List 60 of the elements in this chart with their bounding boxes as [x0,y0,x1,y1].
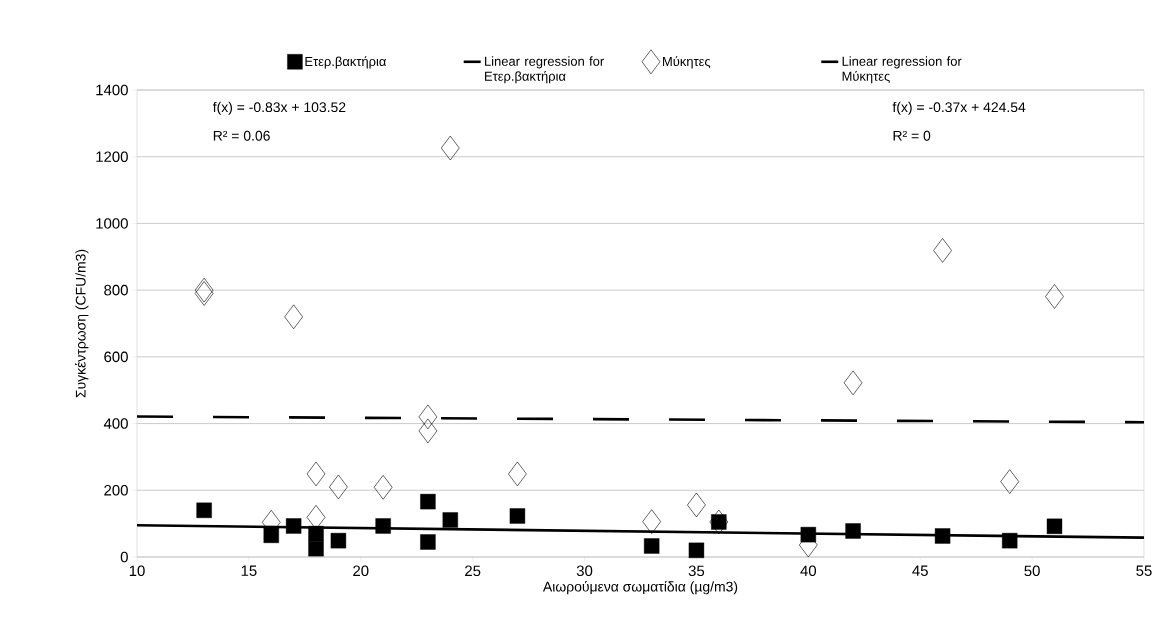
x-tick-label: 25 [465,565,481,577]
x-tick-label: 30 [576,565,593,577]
point [196,502,212,518]
point [375,518,391,534]
point [642,509,661,534]
point [418,418,438,444]
annotation: R² = 0 [893,130,931,141]
y-axis-title: Συγκέντρωση (CFU/m3) [74,249,89,398]
point [418,404,438,430]
point [1045,284,1064,309]
y-tick-label: 800 [104,284,128,296]
point [688,542,705,559]
point [845,523,861,539]
x-tick-label: 20 [353,565,369,577]
x-axis-title: Αιωρούμενα σωματίδια (µg/m3) [542,580,738,595]
y-tick-label: 1400 [96,84,128,96]
point [509,508,526,524]
x-tick-label: 45 [912,565,928,576]
point [308,540,324,557]
y-tick-label: 0 [120,551,128,563]
annotation: R² = 0.06 [213,130,270,141]
y-tick-label: 400 [103,418,128,429]
point [308,525,324,542]
point [643,538,660,554]
y-tick-label: 200 [104,484,128,496]
legend-label: Linear regression for Μύκητες [842,56,962,84]
point [306,461,326,487]
y-tick-label: 1000 [96,218,128,229]
point [442,512,458,528]
y-tick-label: 600 [104,351,128,363]
point [284,304,303,330]
y-tick-label: 1200 [96,151,128,162]
point [1046,518,1063,535]
point [420,534,436,550]
legend-label: Ετερ.βακτήρια [305,56,386,69]
point [263,527,279,544]
x-tick-label: 15 [241,565,257,576]
point [420,493,436,510]
point [508,461,527,487]
point [843,370,863,396]
point [1000,469,1020,494]
point [440,135,460,161]
point [330,532,347,549]
point [687,492,706,518]
point [373,474,393,500]
legend-label: Μύκητες [663,56,711,69]
point [709,509,729,535]
point [934,528,951,544]
point [933,238,952,263]
x-tick-label: 35 [688,565,705,577]
x-tick-label: 40 [800,565,817,577]
annotation: f(x) = -0.37x + 424.54 [892,101,1026,115]
x-tick-label: 10 [129,565,145,577]
legend-label: Linear regression for Ετερ.βακτήρια [485,56,604,84]
point [285,518,302,534]
x-tick-label: 55 [1136,565,1152,576]
point [329,474,348,500]
annotation: f(x) = -0.83x + 103.52 [212,101,346,115]
point [1002,532,1018,549]
x-tick-label: 50 [1024,565,1040,577]
